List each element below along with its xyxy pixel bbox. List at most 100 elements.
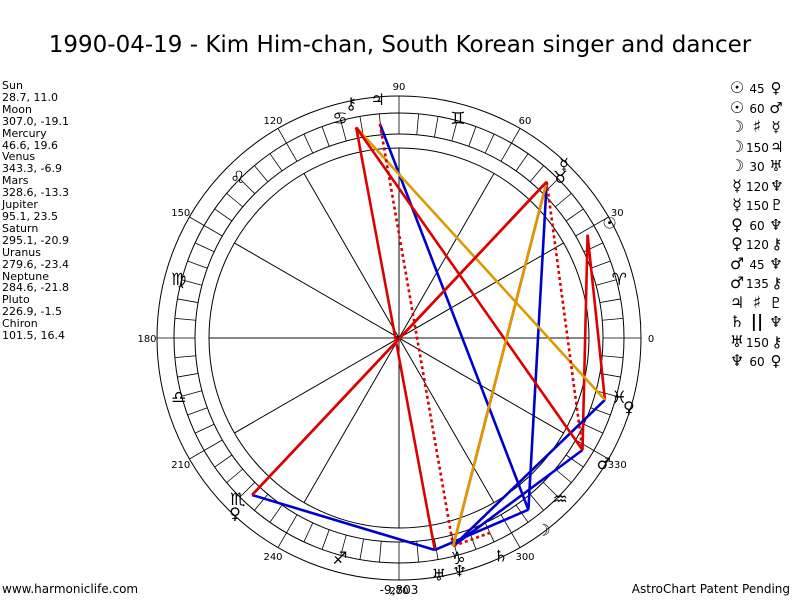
aspect-row: ♆ 60 ♀ xyxy=(728,351,785,371)
aspect-row: ♃ ♯ ♇ xyxy=(728,293,785,313)
degree-label: 240 xyxy=(263,552,282,563)
zodiac-tick xyxy=(214,454,233,468)
aspect-angle: 120 xyxy=(746,238,769,252)
zodiac-tick xyxy=(187,407,208,416)
zodiac-tick xyxy=(451,120,458,142)
zodiac-tick xyxy=(575,225,595,237)
position-value-uranus: 279.6, -23.4 xyxy=(2,257,69,271)
aspect-angle: 135 xyxy=(746,277,769,291)
position-value-mercury: 46.6, 19.6 xyxy=(2,138,58,152)
zodiac-sign-glyph: ♓ xyxy=(612,388,627,408)
zodiac-tick xyxy=(515,153,529,172)
zodiac-tick xyxy=(226,468,243,483)
zodiac-tick xyxy=(575,439,595,451)
degree-tick xyxy=(277,532,287,548)
degree-label: 150 xyxy=(171,208,190,219)
aspect-planet-glyph: ♃ xyxy=(770,137,784,156)
aspect-angle: 150 xyxy=(746,140,769,155)
zodiac-tick xyxy=(194,242,215,253)
aspect-angle: 60 xyxy=(749,218,765,233)
position-value-jupiter: 95.1, 23.5 xyxy=(2,209,58,223)
degree-label: 30 xyxy=(611,208,624,219)
zodiac-tick xyxy=(602,355,624,359)
zodiac-tick xyxy=(269,504,283,523)
zodiac-tick xyxy=(468,126,477,147)
aspect-planet-glyph: ♆ xyxy=(769,215,783,234)
zodiac-tick xyxy=(500,142,512,162)
aspect-row: ☿ 150♇ xyxy=(728,195,785,215)
aspect-planet-glyph: ♄ xyxy=(729,312,745,331)
aspect-planet-glyph: ☿ xyxy=(732,195,742,214)
position-name-saturn: Saturn xyxy=(2,221,39,235)
aspect-planet-glyph: ♅ xyxy=(729,331,745,351)
zodiac-tick xyxy=(269,153,283,172)
zodiac-tick xyxy=(542,481,559,498)
planet-glyph-moon: ☽ xyxy=(536,521,550,540)
degree-tick xyxy=(189,216,205,226)
position-name-neptune: Neptune xyxy=(2,269,50,283)
degree-tick xyxy=(593,450,609,460)
zodiac-sign-glyph: ♐ xyxy=(332,549,347,569)
position-value-moon: 307.0, -19.1 xyxy=(2,114,69,128)
zodiac-sign-glyph: ♈ xyxy=(612,270,627,290)
aspect-angle: || xyxy=(750,312,764,332)
aspect-planet-glyph: ☽ xyxy=(729,117,745,136)
zodiac-tick xyxy=(321,126,330,147)
bottom-value: -9,803 xyxy=(380,583,419,597)
aspect-line xyxy=(355,126,584,451)
planet-glyph-saturn: ♄ xyxy=(494,546,508,565)
aspect-row: ☉ 45 ♀ xyxy=(728,78,785,98)
zodiac-tick xyxy=(595,390,617,397)
aspect-angle: 45 xyxy=(749,82,765,96)
zodiac-sign-glyph: ♉ xyxy=(553,168,568,188)
aspect-line xyxy=(434,508,529,552)
footer-website[interactable]: www.harmoniclife.com xyxy=(2,582,139,596)
degree-label: 300 xyxy=(515,552,534,563)
zodiac-tick xyxy=(254,494,269,511)
aspect-angle: 60 xyxy=(749,101,765,116)
planet-glyph-mars: ♂ xyxy=(597,454,611,473)
zodiac-tick xyxy=(529,165,544,182)
zodiac-tick xyxy=(303,522,314,543)
zodiac-tick xyxy=(187,260,208,269)
zodiac-tick xyxy=(500,514,512,534)
footer-patent-note: AstroChart Patent Pending xyxy=(631,582,790,596)
aspect-planet-glyph: ☽ xyxy=(729,156,745,175)
zodiac-sign-glyph: ♏ xyxy=(230,490,245,510)
aspect-line xyxy=(251,180,548,496)
zodiac-tick xyxy=(340,534,347,556)
zodiac-tick xyxy=(181,279,203,286)
zodiac-tick xyxy=(174,355,196,359)
position-value-mars: 328.6, -13.3 xyxy=(2,186,69,200)
zodiac-tick xyxy=(203,225,223,237)
aspect-line xyxy=(378,123,530,511)
position-name-pluto: Pluto xyxy=(2,293,30,307)
aspect-planet-glyph: ♂ xyxy=(769,98,783,117)
zodiac-tick xyxy=(529,494,544,511)
zodiac-tick xyxy=(181,390,203,397)
position-value-saturn: 295.1, -20.9 xyxy=(2,233,69,247)
aspect-line xyxy=(586,234,607,400)
aspect-row: ☿ 120♆ xyxy=(728,176,785,196)
aspect-planet-glyph: ♇ xyxy=(769,293,783,312)
aspect-line xyxy=(452,398,606,547)
aspect-line xyxy=(581,234,589,451)
zodiac-tick xyxy=(286,142,298,162)
aspect-planet-glyph: ☽ xyxy=(729,136,745,156)
aspect-planet-glyph: ⚷ xyxy=(771,332,783,351)
aspect-angle: 60 xyxy=(749,355,765,369)
planet-glyph-jupiter: ♃ xyxy=(370,90,384,109)
planet-glyph-chiron: ⚷ xyxy=(345,94,357,113)
aspect-line xyxy=(251,493,436,552)
aspect-planet-glyph: ♂ xyxy=(729,273,745,292)
degree-label: 210 xyxy=(171,460,190,471)
chart-title: 1990-04-19 - Kim Him-chan, South Korean … xyxy=(48,32,752,58)
position-name-jupiter: Jupiter xyxy=(2,198,38,212)
aspect-row: ♂ 45 ♆ xyxy=(728,254,785,274)
zodiac-tick xyxy=(321,529,330,550)
position-name-mars: Mars xyxy=(2,174,29,188)
aspect-angle: 150 xyxy=(746,199,769,213)
aspect-line xyxy=(452,531,491,548)
planet-glyph-mercury: ☿ xyxy=(559,155,569,174)
position-name-chiron: Chiron xyxy=(2,317,38,331)
